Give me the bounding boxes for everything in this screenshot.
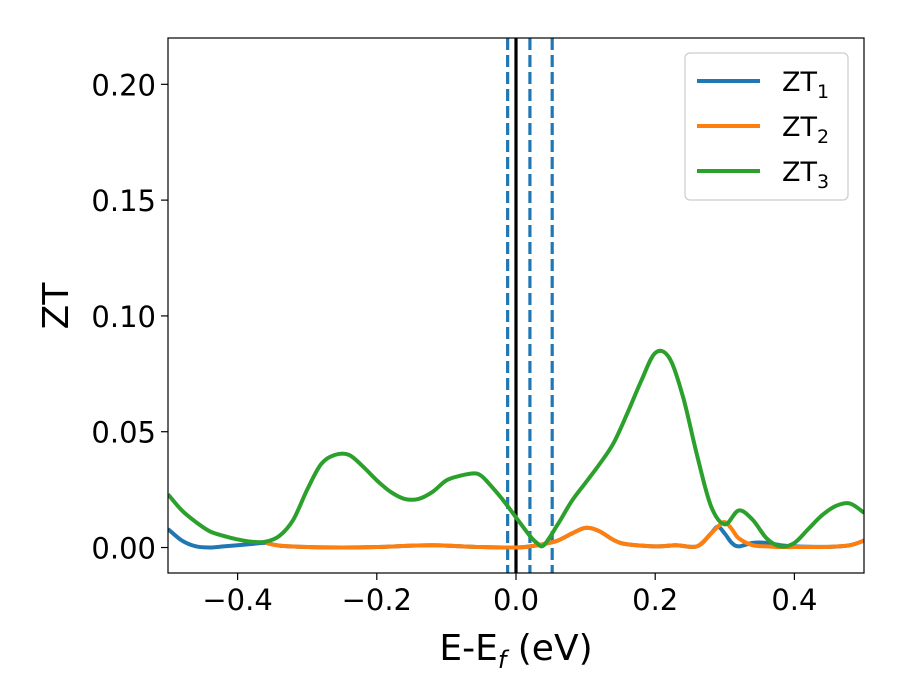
x-tick-label: 0.0 xyxy=(493,583,539,617)
x-axis-ticks: −0.4 −0.2 0.0 0.2 0.4 xyxy=(202,573,817,617)
y-tick-label: 0.20 xyxy=(91,68,156,102)
x-axis-label-unit: (eV) xyxy=(506,628,592,669)
y-tick-label: 0.15 xyxy=(91,184,156,218)
legend-label-3: ZT3 xyxy=(782,157,829,193)
x-tick-label: −0.2 xyxy=(342,583,412,617)
series-line-3 xyxy=(168,348,864,549)
series-line-2 xyxy=(265,520,864,550)
series-lines xyxy=(168,348,864,550)
vertical-reference-lines xyxy=(506,38,554,573)
legend-label-1: ZT1 xyxy=(782,67,829,103)
y-axis-label: ZT xyxy=(36,282,77,330)
y-tick-label: 0.05 xyxy=(91,416,156,450)
y-axis-ticks: 0.00 0.05 0.10 0.15 0.20 xyxy=(91,68,168,566)
x-tick-label: 0.2 xyxy=(632,583,678,617)
x-tick-label: −0.4 xyxy=(202,583,272,617)
x-axis-label-main: E-E xyxy=(439,628,497,669)
y-tick-label: 0.10 xyxy=(91,300,156,334)
legend: ZT1 ZT2 ZT3 xyxy=(684,52,849,201)
x-tick-label: 0.4 xyxy=(771,583,817,617)
x-axis-label: E-Ef (eV) xyxy=(439,628,592,674)
y-tick-label: 0.00 xyxy=(91,532,156,566)
legend-box xyxy=(684,52,849,201)
legend-label-2: ZT2 xyxy=(782,112,829,148)
